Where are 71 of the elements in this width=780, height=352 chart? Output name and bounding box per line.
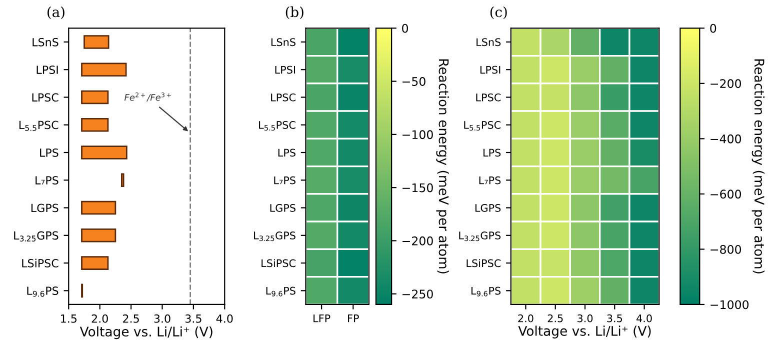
chart-title: (a) [48,6,64,20]
x-tick-label: 3.5 [185,314,202,323]
y-tick-label: L₇PS [36,176,58,185]
x-tick-label: 2.0 [518,314,534,322]
bar [81,90,109,104]
bar [84,35,110,49]
y-tick-label: LSnS [476,38,501,46]
x-tick-label: 3.0 [154,314,170,323]
y-tick-label: L$_{3.25}$GPS [14,231,58,242]
x-tick-label: 2.5 [548,314,563,322]
bar [81,256,109,270]
y-tick-label: L$_{9.6}$PS [27,286,58,297]
y-tick-label: L$_{3.25}$GPS [254,232,296,242]
y-tick-label: LPSC [271,93,296,102]
y-tick-label: L$_{9.6}$PS [471,286,501,296]
color-bar-label: −200 [402,236,433,246]
color-bar-label: −400 [710,134,742,144]
x-tick-label: LFP [314,314,330,322]
y-tick-label: LGPS [475,204,501,212]
y-tick-label: LSnS [271,38,296,46]
bar [81,62,127,77]
color-bar-title: Reaction energy (meV per atom) [752,59,765,274]
y-tick-label: LSnS [32,38,58,46]
x-axis-title: Voltage vs. Li/Li⁺ (V) [80,326,212,340]
y-tick-label: LPS [40,148,58,157]
color-bar-label: −150 [402,183,433,192]
color-bar-label: −200 [710,79,742,88]
x-tick-label: 3.5 [607,314,622,322]
y-tick-label: LPSI [480,66,500,74]
y-tick-label: LPSC [476,93,501,102]
y-tick-label: LSiPSC [466,259,501,268]
color-bar-label: −250 [402,290,433,299]
y-tick-label: L$_{5.5}$PSC [19,120,58,131]
y-tick-label: LPSI [36,66,58,74]
x-axis-title: Voltage vs. Li/Li⁺ (V) [518,326,651,338]
y-tick-label: LSiPSC [262,259,296,268]
x-tick-label: 2.0 [92,314,108,323]
x-tick-label: 2.5 [123,314,139,323]
ref-line-label: Fe$^{2+}$/Fe$^{3+}$ [124,92,171,102]
y-tick-label: LSiPSC [22,258,58,268]
chart-title: (b) [286,6,304,20]
chart-title: (c) [490,6,507,20]
bar [81,146,128,160]
color-bar-label: 0 [710,24,716,33]
y-tick-label: LPSI [275,66,296,74]
y-tick-label: LGPS [31,204,58,212]
color-bar-label: −800 [710,244,742,254]
y-tick-label: LGPS [270,204,296,212]
x-tick-label: FP [348,314,359,322]
y-tick-label: L₇PS [479,176,501,184]
x-tick-label: 3.0 [578,314,593,322]
y-tick-label: LPS [484,148,501,157]
y-tick-label: L$_{5.5}$PSC [259,121,296,131]
y-tick-label: L$_{5.5}$PSC [464,121,501,131]
x-tick-label: 4.0 [636,314,652,322]
x-tick-label: 4.0 [216,314,233,323]
y-tick-label: L$_{9.6}$PS [266,286,296,296]
y-tick-label: L₇PS [274,176,296,184]
color-bar-label: −50 [402,77,426,86]
bar [81,118,109,132]
color-bar-label: 0 [402,24,408,33]
y-tick-label: LPSC [32,93,58,102]
bar [81,228,116,242]
x-tick-label: 1.5 [61,314,77,323]
bar [81,200,116,215]
color-bar-label: −1000 [710,300,749,310]
color-bar-title: Reaction energy (meV per atom) [436,59,449,274]
y-tick-label: LPS [278,148,296,157]
color-bar-label: −100 [402,130,433,140]
y-tick-label: L$_{3.25}$GPS [459,232,501,242]
color-bar-label: −600 [710,190,742,199]
